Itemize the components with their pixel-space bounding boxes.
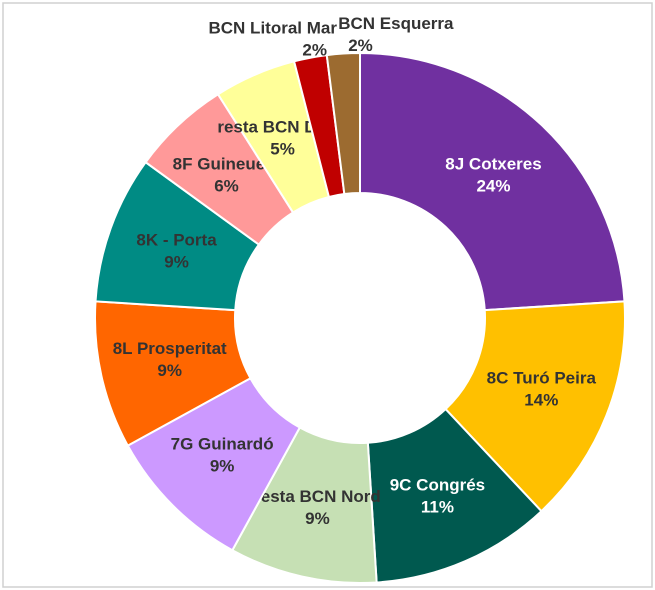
slice-label: 8K - Porta [136, 230, 217, 249]
slice-value-label: 2% [302, 40, 327, 59]
slice [359, 51, 626, 312]
slice-label: 8J Cotxeres [445, 154, 541, 173]
slice-label: BCN Litoral Mar [209, 18, 338, 37]
slice [325, 51, 361, 196]
slice-label: resta BCN Nord [254, 487, 381, 506]
slice-value-label: 5% [270, 140, 295, 159]
slice-label: 7G Guinardó [171, 434, 274, 453]
slice-label: 9C Congrés [390, 475, 485, 494]
slice-value-label: 11% [421, 497, 454, 516]
slice-value-label: 9% [210, 456, 235, 475]
slice-value-label: 14% [524, 390, 558, 409]
slice-value-label: 24% [476, 176, 510, 195]
slice-label: 8C Turó Peira [487, 368, 597, 387]
slice-value-label: 9% [305, 509, 330, 528]
slice-label: 8L Prosperitat [113, 339, 227, 358]
slice-value-label: 9% [157, 361, 182, 380]
slice-value-label: 9% [164, 252, 189, 271]
slice-label: 8F Guineueta [173, 154, 281, 173]
slice-value-label: 6% [214, 176, 239, 195]
slice-label: BCN Esquerra [338, 14, 454, 33]
slice [444, 300, 626, 513]
slice-value-label: 2% [348, 36, 373, 55]
